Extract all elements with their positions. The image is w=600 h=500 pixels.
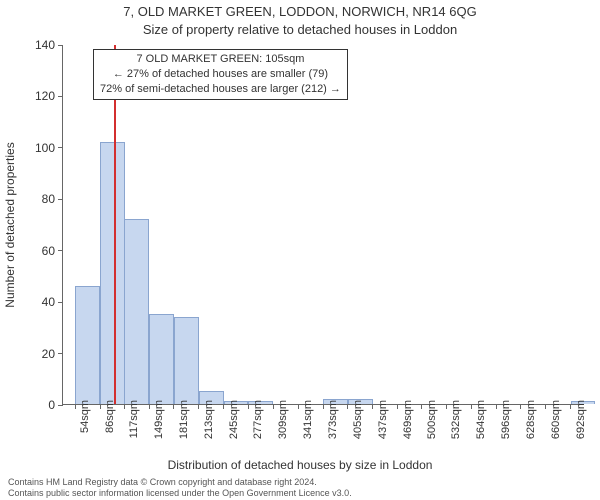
xtick-mark <box>223 404 224 409</box>
xtick-mark <box>298 404 299 409</box>
xtick-mark <box>397 404 398 409</box>
ytick-label: 100 <box>23 141 55 155</box>
xtick-label: 309sqm <box>277 400 289 439</box>
ytick-label: 60 <box>23 244 55 258</box>
bar <box>100 142 125 404</box>
chart-subtitle: Size of property relative to detached ho… <box>0 22 600 37</box>
bar <box>124 219 149 404</box>
xtick-mark <box>323 404 324 409</box>
ytick-label: 80 <box>23 192 55 206</box>
xtick-label: 341sqm <box>302 400 314 439</box>
xtick-mark <box>149 404 150 409</box>
xtick-mark <box>372 404 373 409</box>
y-axis-label: Number of detached properties <box>3 142 17 307</box>
chart-container: 7, OLD MARKET GREEN, LODDON, NORWICH, NR… <box>0 0 600 500</box>
ytick-mark <box>58 353 63 354</box>
ytick-label: 140 <box>23 38 55 52</box>
xtick-label: 373sqm <box>327 400 339 439</box>
xtick-label: 213sqm <box>203 400 215 439</box>
ytick-mark <box>58 199 63 200</box>
info-box: 7 OLD MARKET GREEN: 105sqm← 27% of detac… <box>93 49 348 100</box>
xtick-label: 628sqm <box>525 400 537 439</box>
xtick-label: 692sqm <box>575 400 587 439</box>
xtick-label: 86sqm <box>104 400 116 433</box>
xtick-mark <box>75 404 76 409</box>
footer-line: Contains public sector information licen… <box>8 488 352 498</box>
xtick-mark <box>248 404 249 409</box>
xtick-label: 405sqm <box>352 400 364 439</box>
xtick-mark <box>198 404 199 409</box>
ytick-label: 40 <box>23 295 55 309</box>
xtick-mark <box>496 404 497 409</box>
info-line: ← 27% of detached houses are smaller (79… <box>100 67 341 82</box>
ytick-mark <box>58 302 63 303</box>
info-line: 7 OLD MARKET GREEN: 105sqm <box>100 52 341 67</box>
ytick-mark <box>58 45 63 46</box>
xtick-mark <box>124 404 125 409</box>
xtick-mark <box>100 404 101 409</box>
ytick-mark <box>58 405 63 406</box>
bar <box>149 314 174 404</box>
xtick-label: 245sqm <box>228 400 240 439</box>
footer-attribution: Contains HM Land Registry data © Crown c… <box>8 477 352 498</box>
xtick-label: 469sqm <box>402 400 414 439</box>
xtick-mark <box>471 404 472 409</box>
xtick-label: 181sqm <box>178 400 190 439</box>
ytick-mark <box>58 250 63 251</box>
ytick-mark <box>58 96 63 97</box>
xtick-label: 54sqm <box>79 400 91 433</box>
xtick-mark <box>446 404 447 409</box>
info-line: 72% of semi-detached houses are larger (… <box>100 82 341 97</box>
ytick-label: 20 <box>23 347 55 361</box>
xtick-label: 596sqm <box>500 400 512 439</box>
xtick-mark <box>421 404 422 409</box>
xtick-mark <box>545 404 546 409</box>
bar <box>75 286 100 404</box>
xtick-label: 500sqm <box>426 400 438 439</box>
chart-title: 7, OLD MARKET GREEN, LODDON, NORWICH, NR… <box>0 4 600 19</box>
xtick-label: 660sqm <box>550 400 562 439</box>
xtick-mark <box>347 404 348 409</box>
xtick-label: 117sqm <box>128 400 140 438</box>
ytick-label: 0 <box>23 398 55 412</box>
ytick-label: 120 <box>23 89 55 103</box>
xtick-label: 564sqm <box>475 400 487 439</box>
xtick-label: 277sqm <box>252 400 264 439</box>
ytick-mark <box>58 147 63 148</box>
xtick-mark <box>173 404 174 409</box>
xtick-mark <box>273 404 274 409</box>
xtick-label: 149sqm <box>153 400 165 439</box>
bar <box>174 317 199 404</box>
xtick-mark <box>570 404 571 409</box>
xtick-label: 532sqm <box>450 400 462 439</box>
footer-line: Contains HM Land Registry data © Crown c… <box>8 477 352 487</box>
xtick-mark <box>520 404 521 409</box>
plot-area: 02040608010012014054sqm86sqm117sqm149sqm… <box>62 45 582 405</box>
x-axis-label: Distribution of detached houses by size … <box>0 458 600 472</box>
xtick-label: 437sqm <box>377 400 389 439</box>
